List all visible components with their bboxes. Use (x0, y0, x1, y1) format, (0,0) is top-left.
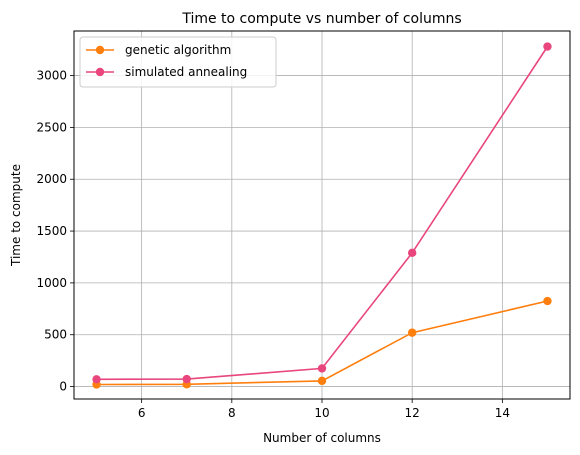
legend-box (79, 36, 277, 88)
y-tick-label: 2000 (36, 172, 67, 186)
y-tick-label: 0 (59, 380, 67, 394)
chart-title: Time to compute vs number of columns (181, 11, 461, 27)
data-point (92, 375, 101, 384)
legend-label-2: simulated annealing (125, 65, 247, 79)
x-axis-label: Number of columns (263, 431, 381, 445)
legend-marker-1 (95, 45, 105, 55)
x-tick-label: 8 (228, 406, 236, 420)
data-point (543, 42, 552, 51)
y-tick-label: 3000 (36, 69, 67, 83)
legend-marker-2 (95, 67, 105, 77)
data-point (182, 374, 191, 384)
data-point (407, 328, 417, 337)
data-point (317, 364, 327, 373)
y-tick-label: 1500 (36, 224, 67, 238)
legend: genetic algorithm simulated annealing (79, 36, 277, 88)
x-tick-label: 10 (314, 406, 329, 420)
data-point (317, 376, 327, 386)
data-point (407, 248, 417, 258)
x-tick-label: 6 (138, 406, 146, 420)
y-tick-label: 500 (44, 328, 67, 342)
y-tick-label: 1000 (36, 276, 67, 290)
tick-layer: 6 8 10 12 14 0 500 1000 1500 2000 2500 3000 (36, 69, 510, 420)
y-axis-label: Time to compute (9, 164, 23, 267)
legend-label-1: genetic algorithm (125, 43, 231, 57)
data-point (543, 296, 552, 306)
y-tick-label: 2500 (36, 120, 67, 134)
series-layer (92, 42, 552, 389)
x-tick-label: 12 (405, 406, 420, 420)
x-tick-label: 14 (495, 406, 510, 420)
